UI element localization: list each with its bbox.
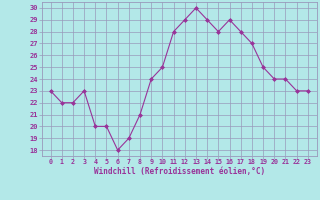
- X-axis label: Windchill (Refroidissement éolien,°C): Windchill (Refroidissement éolien,°C): [94, 167, 265, 176]
